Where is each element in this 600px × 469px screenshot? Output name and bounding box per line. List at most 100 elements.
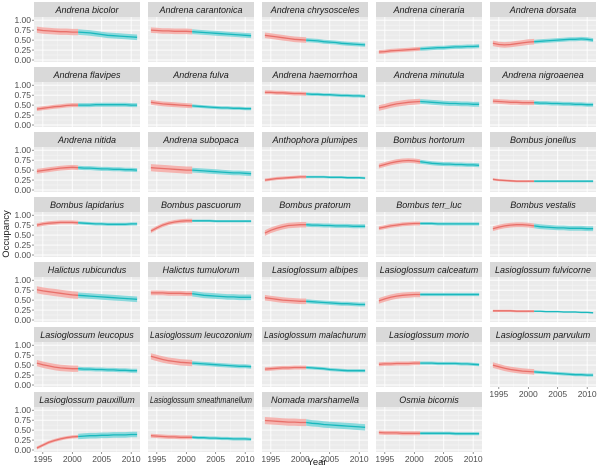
early-period-line bbox=[36, 104, 79, 110]
early-period-ci-band bbox=[36, 434, 79, 450]
facet-strip bbox=[148, 132, 254, 147]
early-period-line bbox=[264, 176, 307, 181]
panels-layer: Andrena bicolor0.000.250.500.751.00Andre… bbox=[14, 2, 596, 455]
early-period-line bbox=[492, 364, 535, 373]
late-period-line bbox=[420, 362, 480, 366]
facet-panel: Andrena nigroaenea bbox=[490, 67, 596, 127]
early-period-ci-band bbox=[492, 38, 535, 48]
facet-title: Andrena nigroaenea bbox=[501, 70, 584, 80]
early-period-line bbox=[264, 297, 307, 302]
early-period-line bbox=[378, 431, 421, 434]
facet-strip bbox=[148, 197, 254, 212]
facet-title: Andrena haemorrhoa bbox=[271, 70, 357, 80]
y-tick-label: 0.25 bbox=[14, 110, 31, 120]
facet-panel: Andrena subopaca bbox=[148, 132, 254, 192]
late-period-line bbox=[306, 300, 366, 306]
x-tick-label: 2000 bbox=[177, 454, 196, 464]
facet-strip bbox=[490, 67, 596, 82]
facet-title: Bombus hortorum bbox=[393, 135, 465, 145]
early-period-line bbox=[150, 435, 193, 438]
x-tick-label: 2010 bbox=[350, 454, 369, 464]
facet-title: Andrena chrysosceles bbox=[270, 5, 360, 15]
late-period-line bbox=[534, 38, 594, 43]
facet-strip bbox=[376, 392, 482, 407]
facet-title: Andrena nitida bbox=[57, 135, 116, 145]
x-tick-label: 2000 bbox=[519, 389, 538, 399]
y-tick-label: 0.00 bbox=[14, 380, 31, 390]
facet-strip bbox=[376, 262, 482, 277]
facet-strip bbox=[34, 392, 140, 407]
facet-panel: Halictus tumulorum bbox=[148, 262, 254, 322]
early-period-line bbox=[492, 41, 535, 46]
facet-panel: Andrena cineraria bbox=[376, 2, 482, 62]
y-axis-title: Occupancy bbox=[1, 210, 12, 258]
late-period-line bbox=[192, 31, 252, 37]
facet-title: Andrena bicolor bbox=[54, 5, 119, 15]
late-period-line bbox=[306, 93, 366, 97]
y-tick-label: 0.75 bbox=[14, 90, 31, 100]
facet-panel: Bombus vestalis bbox=[490, 197, 596, 257]
early-period-line bbox=[36, 166, 79, 172]
facet-title: Lasioglossum smeathmanellum bbox=[150, 395, 252, 405]
x-tick-label: 2010 bbox=[122, 454, 141, 464]
x-tick-label: 2010 bbox=[464, 454, 483, 464]
y-tick-label: 0.50 bbox=[14, 425, 31, 435]
facet-strip bbox=[34, 197, 140, 212]
x-axis-layer: 1995 2000 2005 2010 1995 2000 2005 2010 1995 2000… bbox=[33, 387, 597, 464]
facet-strip bbox=[148, 392, 254, 407]
late-period-line bbox=[192, 436, 252, 440]
early-period-line bbox=[36, 29, 79, 33]
facet-title: Andrena dorsata bbox=[509, 5, 577, 15]
early-period-line bbox=[492, 224, 535, 230]
x-tick-label: 2005 bbox=[320, 454, 339, 464]
early-period-line bbox=[378, 293, 421, 302]
facet-panel: Andrena fulva bbox=[148, 67, 254, 127]
x-tick-label: 2010 bbox=[578, 389, 597, 399]
early-period-ci-band bbox=[150, 218, 193, 234]
y-tick-label: 0.25 bbox=[14, 175, 31, 185]
facet-title: Bombus jonellus bbox=[510, 135, 577, 145]
facet-strip bbox=[148, 2, 254, 17]
facet-title: Halictus tumulorum bbox=[162, 265, 240, 275]
facet-panel: Lasioglossum parvulum bbox=[490, 327, 596, 387]
facet-strip bbox=[34, 2, 140, 17]
y-tick-label: 1.00 bbox=[14, 145, 31, 155]
y-tick-label: 0.00 bbox=[14, 250, 31, 260]
late-period-line bbox=[306, 421, 366, 428]
x-axis-title: Year bbox=[307, 457, 326, 468]
facet-strip bbox=[148, 67, 254, 82]
facet-panel: Lasioglossum calceatum bbox=[376, 262, 482, 322]
facet-panel: Lasioglossum fulvicorne bbox=[490, 262, 596, 322]
early-period-line bbox=[264, 366, 307, 370]
early-period-line bbox=[150, 220, 193, 232]
facet-panel: Osmia bicornis bbox=[376, 392, 482, 452]
facet-panel: Lasioglossum leucopus 0.000.250.500.751.0… bbox=[14, 327, 140, 390]
y-tick-label: 0.75 bbox=[14, 285, 31, 295]
late-period-line bbox=[78, 433, 138, 438]
facet-panel: Lasioglossum malachurum bbox=[262, 327, 368, 387]
facet-strip bbox=[34, 67, 140, 82]
early-period-line bbox=[150, 167, 193, 171]
early-period-line bbox=[264, 91, 307, 95]
late-period-line bbox=[306, 224, 366, 227]
facet-panel: Halictus rubicundus 0.000.250.500.751.00 bbox=[14, 262, 140, 325]
early-period-line bbox=[378, 100, 421, 109]
facet-panel: Lasioglossum albipes bbox=[262, 262, 368, 322]
early-period-line bbox=[378, 159, 421, 167]
late-period-line bbox=[192, 293, 252, 298]
y-tick-label: 0.50 bbox=[14, 100, 31, 110]
y-tick-label: 0.25 bbox=[14, 240, 31, 250]
facet-panel: Andrena nitida 0.000.250.500.751.00 bbox=[14, 132, 140, 195]
x-tick-label: 2010 bbox=[236, 454, 255, 464]
facet-title: Lasioglossum parvulum bbox=[496, 330, 591, 340]
late-period-ci-band bbox=[192, 290, 252, 301]
y-tick-label: 0.25 bbox=[14, 370, 31, 380]
y-tick-label: 1.00 bbox=[14, 275, 31, 285]
y-tick-label: 0.00 bbox=[14, 315, 31, 325]
early-period-line bbox=[36, 221, 79, 226]
facet-strip bbox=[148, 327, 254, 342]
facet-strip bbox=[262, 327, 368, 342]
early-period-line bbox=[36, 362, 79, 370]
y-tick-label: 1.00 bbox=[14, 15, 31, 25]
